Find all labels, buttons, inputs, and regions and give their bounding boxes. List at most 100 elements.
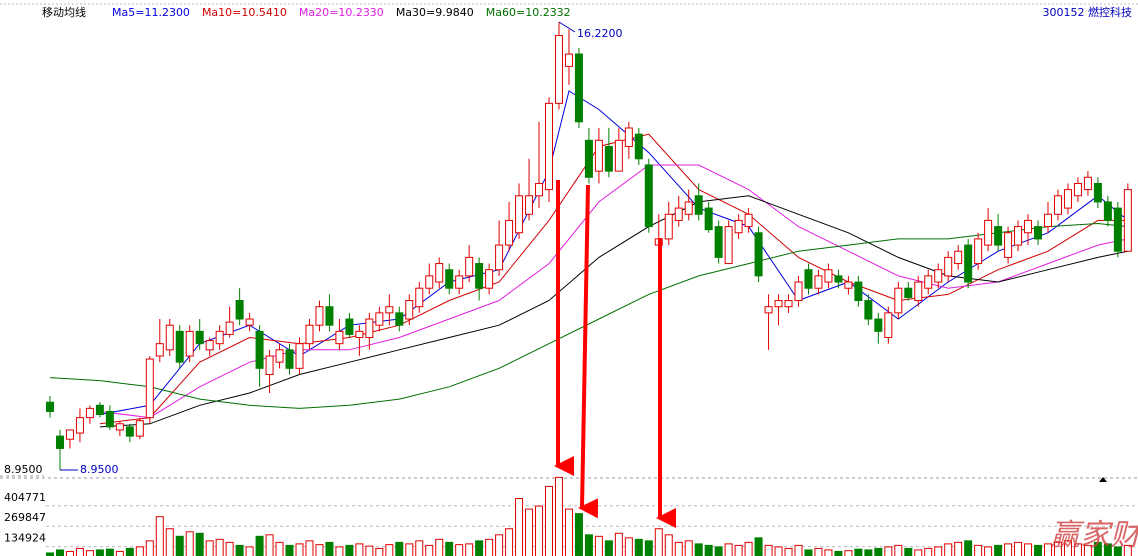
volume-bar bbox=[724, 543, 733, 556]
candle-body bbox=[235, 300, 244, 320]
candle-body bbox=[564, 53, 573, 67]
candle-body bbox=[465, 256, 474, 277]
candle-body bbox=[684, 201, 693, 215]
candle-body bbox=[1034, 226, 1043, 240]
candle-body bbox=[604, 145, 613, 172]
volume-bar bbox=[75, 547, 84, 556]
volume-bar bbox=[465, 543, 474, 556]
volume-bar bbox=[774, 546, 783, 556]
candle-body bbox=[924, 275, 933, 289]
candle-body bbox=[405, 300, 414, 320]
marker-triangle bbox=[1099, 477, 1107, 482]
volume-bar bbox=[1014, 541, 1023, 556]
volume-bar bbox=[305, 540, 314, 556]
candle-body bbox=[125, 426, 134, 437]
volume-bar bbox=[874, 547, 883, 556]
candle-body bbox=[934, 269, 943, 283]
volume-bar bbox=[425, 544, 434, 556]
candle-body bbox=[904, 287, 913, 298]
volume-bar bbox=[754, 537, 763, 556]
volume-bar bbox=[315, 544, 324, 556]
candle-body bbox=[864, 300, 873, 320]
candle-body bbox=[824, 269, 833, 283]
annotation: 16.2200 bbox=[577, 27, 623, 40]
candle-body bbox=[425, 275, 434, 289]
volume-bar bbox=[584, 534, 593, 556]
volume-bar bbox=[275, 541, 284, 556]
candle-body bbox=[1083, 176, 1092, 191]
volume-bar bbox=[814, 547, 823, 556]
volume-bar bbox=[205, 540, 214, 556]
volume-bar bbox=[415, 540, 424, 556]
candle-body bbox=[994, 226, 1003, 246]
candle-body bbox=[435, 263, 444, 283]
candle-body bbox=[694, 195, 703, 215]
candle-body bbox=[225, 321, 234, 335]
candle-body bbox=[445, 269, 454, 289]
volume-bar bbox=[295, 543, 304, 556]
volume-bar bbox=[1113, 546, 1122, 556]
candle-body bbox=[505, 219, 514, 246]
volume-bar bbox=[215, 538, 224, 556]
legend-entry: Ma20=10.2330 bbox=[299, 6, 384, 19]
volume-bar bbox=[545, 485, 553, 556]
volume-bar bbox=[325, 541, 334, 556]
candle-body bbox=[964, 244, 973, 283]
candle-body bbox=[335, 330, 344, 345]
volume-bar bbox=[624, 537, 633, 556]
ma-line bbox=[99, 195, 1128, 428]
volume-bar bbox=[255, 535, 264, 556]
volume-bar bbox=[1024, 543, 1033, 556]
volume-bar bbox=[125, 547, 134, 556]
candle-body bbox=[1113, 207, 1122, 252]
volume-bar bbox=[804, 549, 813, 556]
volume-bar bbox=[195, 532, 204, 556]
volume-bar bbox=[824, 549, 833, 556]
candle-body bbox=[75, 417, 84, 434]
volume-bar bbox=[395, 541, 404, 556]
candle-body bbox=[744, 213, 753, 228]
candle-body bbox=[495, 244, 504, 271]
arrow bbox=[578, 184, 599, 519]
candle-body bbox=[834, 275, 843, 283]
candles bbox=[46, 22, 1132, 470]
candle-body bbox=[105, 410, 114, 428]
candle-body bbox=[614, 139, 623, 172]
candle-body bbox=[155, 343, 164, 357]
legend-entry: Ma30=9.9840 bbox=[396, 6, 474, 19]
ma-line bbox=[49, 222, 1128, 409]
candle-body bbox=[115, 423, 124, 431]
candle-body bbox=[1063, 189, 1072, 209]
volume-bar bbox=[165, 528, 174, 556]
candle-body bbox=[185, 330, 194, 357]
volume-bar bbox=[674, 541, 683, 556]
candle-body bbox=[215, 330, 224, 345]
candle-body bbox=[145, 358, 154, 419]
volume-bar bbox=[764, 544, 773, 556]
candle-body bbox=[395, 312, 404, 326]
candle-body bbox=[85, 407, 94, 419]
candle-body bbox=[285, 349, 294, 369]
volume-bar bbox=[475, 540, 484, 556]
volume-panel bbox=[46, 476, 1132, 556]
volume-bar bbox=[664, 534, 673, 556]
candle-body bbox=[764, 306, 773, 314]
candle-body bbox=[175, 330, 184, 363]
legend-entry: Ma60=10.2332 bbox=[486, 6, 571, 19]
volume-bar bbox=[714, 546, 723, 556]
volume-bar bbox=[894, 544, 903, 556]
candle-body bbox=[165, 324, 174, 351]
volume-bar bbox=[335, 546, 344, 556]
volume-bar bbox=[654, 528, 663, 556]
candle-body bbox=[55, 435, 64, 449]
candle-body bbox=[704, 207, 713, 231]
volume-bar bbox=[355, 543, 364, 556]
candle-body bbox=[674, 207, 683, 221]
candle-body bbox=[375, 312, 384, 326]
candle-body bbox=[385, 306, 394, 314]
candle-body bbox=[844, 281, 853, 289]
volume-bar bbox=[844, 550, 853, 556]
stock-name: 300152 燃控科技 bbox=[1043, 5, 1133, 19]
candle-body bbox=[1053, 195, 1062, 215]
